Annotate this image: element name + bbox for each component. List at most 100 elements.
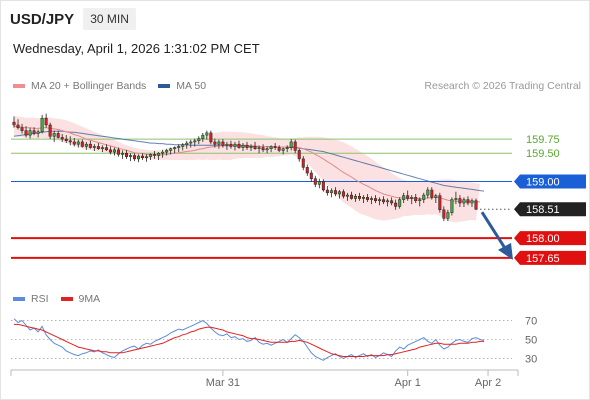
- candle: [193, 138, 197, 147]
- candle: [221, 139, 225, 148]
- candle: [398, 197, 402, 209]
- candle-body: [293, 141, 297, 151]
- candle: [92, 144, 96, 151]
- candle-body: [88, 143, 92, 148]
- candle-body: [181, 144, 185, 147]
- candle-body: [221, 141, 225, 146]
- candle-body: [189, 141, 193, 144]
- candle: [40, 114, 44, 134]
- x-tick-label: Apr 1: [395, 377, 421, 389]
- candle: [349, 191, 353, 200]
- candle: [261, 144, 265, 153]
- candle-body: [390, 200, 394, 204]
- candle: [116, 147, 120, 157]
- rsi-panel: 70 50 30: [11, 316, 537, 365]
- candle: [358, 192, 361, 201]
- legend-label: MA 20 + Bollinger Bands: [31, 80, 147, 92]
- candle: [269, 145, 273, 153]
- candle: [64, 135, 68, 144]
- candle-body: [28, 130, 32, 136]
- candle-body: [305, 167, 309, 174]
- candle-body: [241, 145, 245, 148]
- candle: [265, 146, 269, 154]
- candle-body: [72, 141, 76, 145]
- candle: [145, 154, 149, 162]
- candle-body: [325, 189, 329, 194]
- level-badge-157.65: [514, 250, 586, 265]
- candle: [88, 140, 92, 149]
- candle-body: [197, 138, 201, 142]
- candle-body: [394, 202, 398, 207]
- candle: [96, 143, 100, 150]
- candle: [285, 145, 289, 153]
- candle-body: [466, 199, 470, 204]
- candle: [201, 132, 205, 142]
- candle-body: [36, 131, 40, 134]
- candle-body: [169, 148, 173, 151]
- candle: [80, 139, 84, 148]
- candle-body: [153, 154, 157, 156]
- candle: [374, 195, 378, 204]
- legend-swatch: [60, 297, 73, 301]
- candle: [462, 197, 466, 207]
- candle: [450, 197, 454, 216]
- legend-item-ma20-bollinger: MA 20 + Bollinger Bands: [13, 80, 146, 92]
- candle: [370, 196, 374, 205]
- legend-label: 9MA: [78, 293, 101, 305]
- candle-body: [370, 198, 374, 200]
- candle: [133, 153, 137, 162]
- candle: [454, 191, 458, 205]
- candle: [402, 192, 406, 204]
- candle-body: [414, 197, 418, 201]
- candle-body: [337, 191, 341, 195]
- forecast-arrow-shaft: [480, 211, 508, 251]
- candlesticks: [12, 113, 478, 222]
- candle-body: [362, 197, 366, 199]
- candle: [229, 140, 233, 149]
- candle-body: [137, 155, 141, 160]
- candle-body: [108, 149, 112, 153]
- candle: [44, 113, 48, 128]
- level-label-158.51: 158.51: [526, 204, 560, 216]
- interval-button[interactable]: 30 MIN: [83, 8, 136, 30]
- legend-swatch: [158, 84, 171, 88]
- candle-body: [116, 149, 120, 155]
- candle: [345, 192, 349, 201]
- candle: [157, 152, 161, 161]
- candle: [446, 209, 450, 222]
- candle-body: [458, 198, 462, 204]
- candle: [48, 122, 52, 140]
- candle: [353, 193, 357, 202]
- candle: [108, 146, 112, 155]
- candle-body: [209, 132, 213, 143]
- candle-body: [44, 117, 48, 126]
- candle: [333, 187, 337, 197]
- candle-body: [213, 141, 217, 145]
- candle-body: [40, 117, 44, 133]
- candle: [297, 148, 301, 162]
- candle-body: [161, 151, 165, 154]
- candle: [382, 196, 386, 205]
- candle-body: [273, 146, 277, 148]
- forecast-arrow: [480, 211, 513, 260]
- candle-body: [317, 181, 321, 185]
- candle-body: [418, 199, 422, 201]
- candle-body: [76, 141, 80, 145]
- candle-body: [177, 146, 181, 148]
- candle: [410, 195, 414, 205]
- candle-body: [173, 147, 177, 149]
- candle: [36, 129, 40, 138]
- candle: [321, 179, 325, 192]
- candle-body: [438, 195, 442, 211]
- candle-body: [205, 132, 209, 136]
- candle-body: [60, 137, 64, 140]
- candle: [317, 178, 321, 189]
- candle-body: [48, 124, 52, 137]
- ma50-line: [13, 130, 485, 192]
- candle-body: [341, 191, 345, 197]
- candle-body: [112, 149, 116, 153]
- candle: [434, 193, 438, 204]
- candle-body: [410, 197, 414, 199]
- candle-body: [402, 195, 406, 200]
